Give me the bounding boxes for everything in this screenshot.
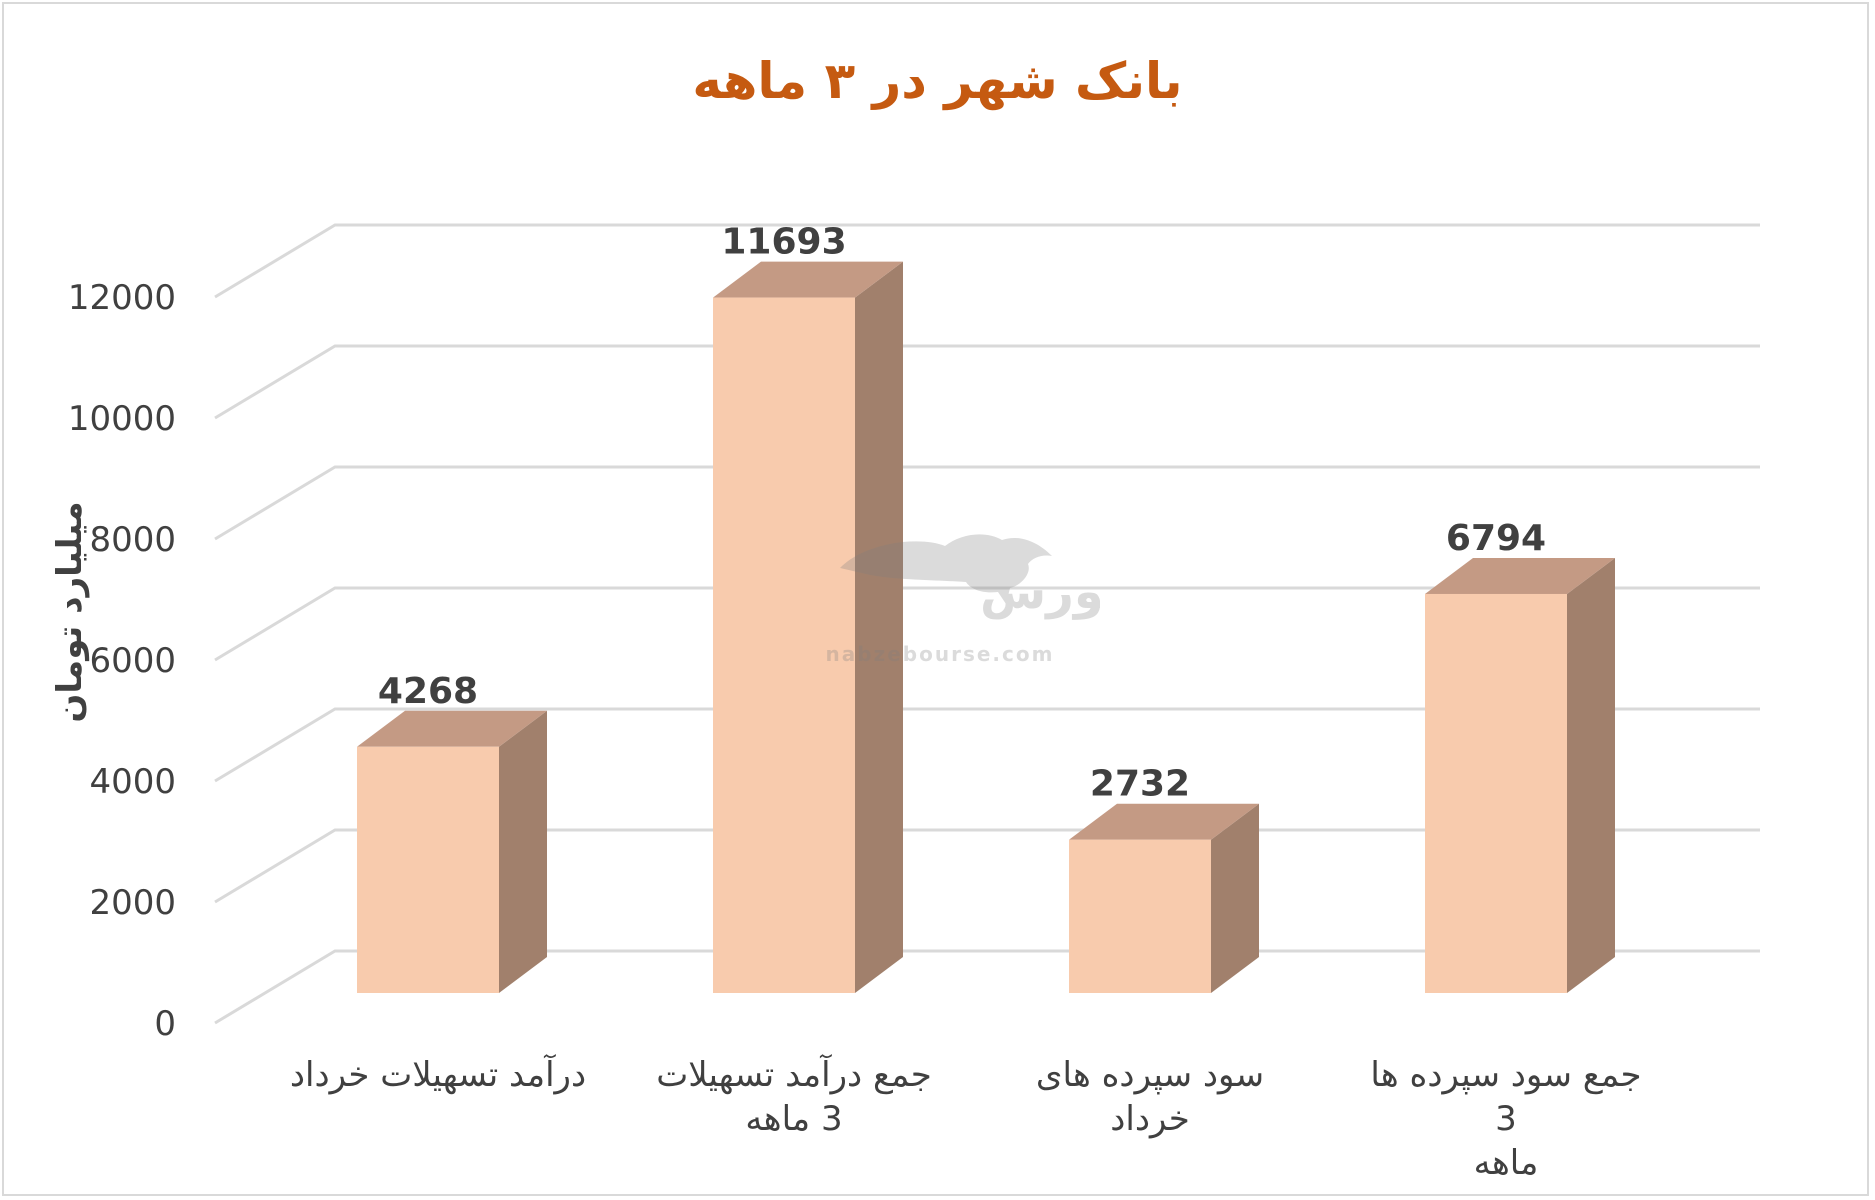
data-label-1: 4268 <box>378 671 478 712</box>
bar-top <box>713 261 903 298</box>
y-tick-labels: 0 2000 4000 6000 8000 10000 12000 <box>68 278 176 1044</box>
chart-title: بانک شهر در ۳ ماهه <box>692 52 1183 110</box>
bars <box>357 261 1615 993</box>
y-tick-label-12000: 12000 <box>68 278 176 318</box>
watermark-domain: nabzebourse.com <box>825 642 1055 666</box>
bar-side <box>499 710 547 993</box>
data-labels: 4268 11693 2732 6794 <box>378 222 1546 805</box>
bar-2 <box>713 261 903 993</box>
data-label-2: 11693 <box>721 222 846 263</box>
watermark: نبض بورس nabzebourse.com <box>770 530 1100 670</box>
category-label-line: سود سپرده های <box>1035 1055 1265 1095</box>
category-label-line: جمع درآمد تسهیلات <box>656 1055 932 1095</box>
y-tick-label-2000: 2000 <box>89 883 176 923</box>
y-tick-label-4000: 4000 <box>89 762 176 802</box>
bull-logo-icon: نبض بورس <box>840 534 1100 620</box>
bar-front <box>357 746 499 993</box>
category-label-line: ماهه <box>1473 1143 1539 1183</box>
x-category-label-3: سود سپرده های خرداد <box>1000 1053 1300 1141</box>
x-category-label-4: جمع سود سپرده ها 3 ماهه <box>1356 1053 1656 1185</box>
data-label-3: 2732 <box>1090 764 1190 805</box>
y-tick-label-8000: 8000 <box>89 520 176 560</box>
gridline-8000 <box>214 465 1760 541</box>
gridline-0 <box>214 949 1760 1025</box>
gridline-6000 <box>214 586 1760 662</box>
watermark-brand: نبض بورس <box>980 564 1100 620</box>
y-tick-label-6000: 6000 <box>89 641 176 681</box>
y-tick-label-0: 0 <box>154 1004 176 1044</box>
category-label-line: درآمد تسهیلات خرداد <box>289 1055 587 1095</box>
bar-side <box>855 261 903 993</box>
bull-silhouette-icon <box>840 534 1052 604</box>
x-category-label-2: جمع درآمد تسهیلات 3 ماهه <box>644 1053 944 1141</box>
bar-front <box>1069 839 1211 993</box>
category-label-line: خرداد <box>1110 1099 1190 1139</box>
bar-3 <box>1069 803 1259 993</box>
gridline-2000 <box>214 828 1760 904</box>
x-category-label-1: درآمد تسهیلات خرداد <box>288 1053 588 1097</box>
bar-4 <box>1425 557 1615 993</box>
gridlines <box>214 223 1760 1025</box>
gridline-12000 <box>214 223 1760 299</box>
bar-side <box>1567 557 1615 993</box>
y-tick-label-10000: 10000 <box>68 399 176 439</box>
gridline-4000 <box>214 707 1760 783</box>
gridline-10000 <box>214 344 1760 420</box>
bar-front <box>1425 593 1567 993</box>
bar-top <box>357 710 547 747</box>
data-label-4: 6794 <box>1446 518 1546 559</box>
category-label-line: 3 ماهه <box>745 1099 843 1139</box>
bar-top <box>1425 557 1615 594</box>
bar-top <box>1069 803 1259 840</box>
bar-1 <box>357 710 547 993</box>
category-label-line: جمع سود سپرده ها 3 <box>1370 1055 1642 1139</box>
bar-front <box>713 297 855 993</box>
bar-side <box>1211 803 1259 993</box>
